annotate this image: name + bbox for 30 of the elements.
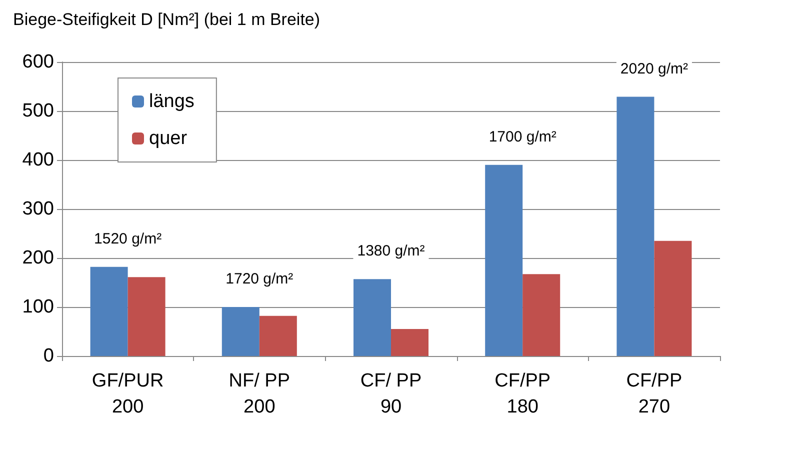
x-tick-label: CF/PP 180: [494, 370, 551, 418]
annotation: 1720 g/m²: [226, 270, 294, 288]
bar: [485, 164, 523, 356]
y-tick-label: 100: [22, 296, 54, 318]
y-tick-label: 600: [22, 52, 54, 72]
x-tick-label: GF/PUR 200: [92, 370, 164, 418]
annotation: 2020 g/m²: [620, 60, 688, 78]
bar: [353, 279, 391, 356]
x-tick-label: CF/PP 270: [626, 370, 682, 418]
y-tick-label: 500: [22, 100, 54, 122]
bar: [391, 329, 429, 356]
y-tick-label: 0: [43, 346, 54, 366]
bar: [616, 96, 654, 356]
x-tick-label: NF/ PP 200: [228, 370, 290, 418]
bar: [654, 240, 692, 356]
y-tick-label: 300: [22, 198, 54, 220]
y-tick-label: 200: [22, 248, 54, 268]
legend-label: längs: [149, 91, 194, 112]
bar: [222, 307, 260, 356]
x-tick-label: CF/ PP 90: [360, 370, 422, 418]
legend-label: quer: [149, 128, 188, 149]
bar: [128, 277, 166, 356]
chart-title: Biege-Steifigkeit D [Nm²] (bei 1 m Breite): [13, 10, 320, 29]
y-tick-label: 400: [22, 150, 54, 170]
bar: [522, 274, 560, 356]
annotation: 1380 g/m²: [357, 242, 425, 260]
bar: [90, 266, 128, 356]
annotation: 1700 g/m²: [488, 128, 556, 146]
bar: [259, 316, 297, 356]
annotation: 1520 g/m²: [94, 230, 162, 248]
